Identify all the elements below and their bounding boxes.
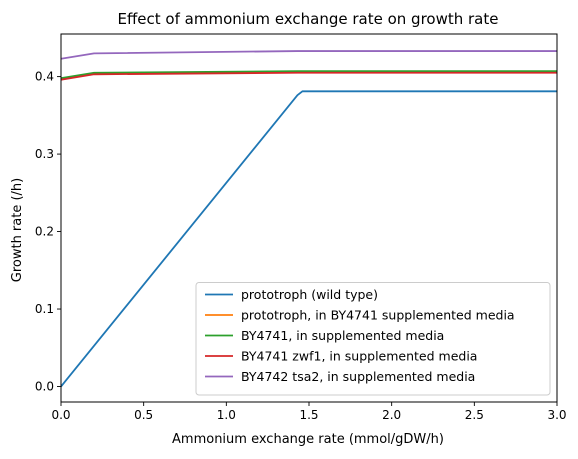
y-axis-label: Growth rate (/h) (10, 178, 25, 283)
legend-label-5: BY4742 tsa2, in supplemented media (241, 369, 475, 384)
x-tick-label: 1.0 (217, 408, 236, 422)
series-line-1 (61, 90, 557, 388)
series-line-5 (61, 50, 557, 60)
x-axis-ticks: 0.0 0.5 1.0 1.5 2.0 2.5 3.0 (51, 402, 567, 422)
legend-label-3: BY4741, in supplemented media (241, 328, 444, 343)
y-tick-label: 0.1 (35, 302, 54, 316)
y-tick-label: 0.0 (35, 380, 54, 394)
legend-label-2: prototroph, in BY4741 supplemented media (241, 308, 515, 323)
x-axis-label: Ammonium exchange rate (mmol/gDW/h) (172, 432, 444, 447)
plot-lines (61, 50, 557, 388)
y-tick-label: 0.2 (35, 225, 54, 239)
y-axis-ticks: 0.0 0.1 0.2 0.3 0.4 (35, 70, 61, 394)
x-tick-label: 2.5 (465, 408, 484, 422)
legend-label-4: BY4741 zwf1, in supplemented media (241, 349, 477, 364)
legend-box (195, 282, 551, 396)
x-tick-label: 3.0 (547, 408, 566, 422)
x-tick-label: 0.5 (134, 408, 153, 422)
series-line-4 (61, 71, 557, 81)
x-tick-label: 2.0 (382, 408, 401, 422)
chart-title: Effect of ammonium exchange rate on grow… (118, 10, 499, 28)
x-tick-label: 1.5 (299, 408, 318, 422)
legend-label-1: prototroph (wild type) (241, 287, 378, 302)
series-line-3 (61, 70, 557, 80)
x-tick-label: 0.0 (51, 408, 70, 422)
legend: prototroph (wild type) prototroph, in BY4… (195, 282, 551, 396)
y-tick-label: 0.4 (35, 70, 54, 84)
y-tick-label: 0.3 (35, 147, 54, 161)
